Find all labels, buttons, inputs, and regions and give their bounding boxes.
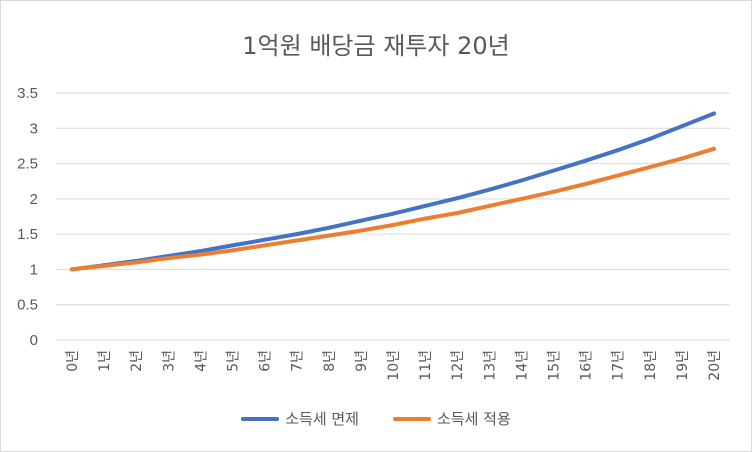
x-tick-label: 3년 (161, 350, 177, 372)
data-point-s1-11[interactable] (423, 216, 428, 221)
x-tick-label: 6년 (258, 350, 274, 372)
data-point-s0-7[interactable] (294, 232, 299, 237)
x-tick-label: 10년 (386, 350, 402, 381)
legend-item-tax-exempt[interactable]: 소득세 면제 (241, 408, 359, 429)
legend-label-taxed: 소득세 적용 (437, 410, 511, 428)
data-point-s0-15[interactable] (551, 168, 556, 173)
data-point-s1-9[interactable] (358, 228, 363, 233)
data-point-s1-8[interactable] (326, 233, 331, 238)
data-point-s1-19[interactable] (679, 156, 684, 161)
x-tick-label: 7년 (290, 350, 306, 372)
data-point-s0-6[interactable] (262, 237, 267, 242)
data-point-s1-13[interactable] (487, 203, 492, 208)
data-point-s1-12[interactable] (455, 210, 460, 215)
x-tick-label: 9년 (354, 350, 370, 372)
y-tick-label: 0.5 (17, 297, 38, 314)
x-tick-label: 18년 (643, 350, 659, 381)
legend-label-tax-exempt: 소득세 면제 (285, 410, 359, 428)
x-tick-label: 4년 (193, 350, 209, 372)
x-tick-label: 1년 (97, 350, 113, 372)
data-point-s1-0[interactable] (70, 267, 75, 272)
data-point-s1-7[interactable] (294, 238, 299, 243)
x-tick-label: 19년 (675, 350, 691, 381)
data-point-s1-14[interactable] (519, 196, 524, 201)
series-line-0[interactable] (70, 111, 716, 272)
x-tick-label: 13년 (482, 350, 498, 381)
chart-title: 1억원 배당금 재투자 20년 (242, 32, 510, 60)
x-tick-label: 16년 (579, 350, 595, 381)
legend-item-taxed[interactable]: 소득세 적용 (393, 408, 511, 429)
data-point-s0-14[interactable] (519, 178, 524, 183)
x-tick-label: 15년 (546, 350, 562, 381)
x-tick-label: 11년 (418, 350, 434, 381)
data-point-s1-15[interactable] (551, 189, 556, 194)
data-point-s0-19[interactable] (679, 124, 684, 129)
data-point-s1-1[interactable] (102, 263, 107, 268)
x-tick-label: 12년 (450, 350, 466, 381)
data-point-s1-5[interactable] (230, 248, 235, 253)
data-point-s1-18[interactable] (647, 165, 652, 170)
data-point-s1-10[interactable] (391, 222, 395, 227)
data-point-s0-20[interactable] (711, 111, 716, 116)
data-point-s1-16[interactable] (583, 182, 588, 187)
x-tick-label: 2년 (129, 350, 145, 372)
x-tick-label: 0년 (65, 350, 81, 372)
x-tick-label: 17년 (611, 350, 627, 381)
data-point-s1-17[interactable] (615, 173, 620, 178)
series-line-1[interactable] (70, 146, 716, 272)
data-point-s1-2[interactable] (134, 260, 139, 265)
y-tick-label: 3.5 (17, 85, 38, 102)
data-point-s1-20[interactable] (711, 146, 716, 151)
data-point-s0-16[interactable] (583, 158, 588, 163)
x-tick-label: 20년 (707, 350, 723, 381)
data-point-s1-6[interactable] (262, 243, 267, 248)
data-point-s0-8[interactable] (326, 225, 331, 230)
data-point-s0-10[interactable] (391, 211, 395, 216)
legend-swatch-tax-exempt (241, 416, 280, 421)
x-tick-label: 14년 (514, 350, 530, 381)
data-point-s0-17[interactable] (615, 148, 620, 153)
data-point-s0-13[interactable] (487, 187, 492, 192)
legend: 소득세 면제 소득세 적용 (0, 408, 752, 429)
data-point-s0-18[interactable] (647, 136, 652, 141)
y-tick-label: 0 (30, 332, 38, 349)
y-tick-label: 2 (30, 191, 38, 208)
legend-swatch-taxed (393, 416, 431, 421)
x-tick-label: 8년 (322, 350, 338, 372)
y-tick-label: 3 (30, 120, 38, 137)
data-point-s0-5[interactable] (230, 243, 235, 248)
data-point-s1-3[interactable] (166, 256, 171, 261)
data-point-s1-4[interactable] (198, 252, 203, 257)
data-point-s0-12[interactable] (455, 196, 460, 201)
x-tick-label: 5년 (226, 350, 242, 372)
y-tick-label: 1 (30, 261, 38, 278)
y-tick-label: 1.5 (17, 226, 38, 243)
data-point-s0-9[interactable] (358, 218, 363, 223)
data-point-s0-11[interactable] (423, 203, 428, 208)
y-tick-label: 2.5 (17, 156, 38, 173)
data-point-s0-4[interactable] (198, 249, 203, 254)
